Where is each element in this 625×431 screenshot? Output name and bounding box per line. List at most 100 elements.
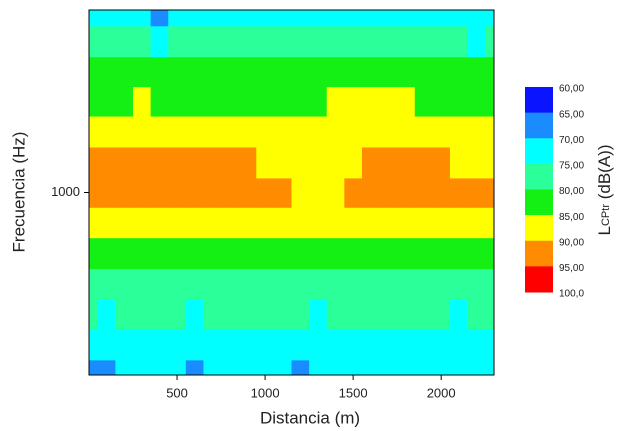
colorbar-label: 90,00 [559,237,584,248]
contour-cell [168,328,187,361]
contour-cell [432,86,451,117]
contour-cell [397,56,416,88]
contour-cell [449,25,469,58]
contour-cell [344,207,363,239]
contour-cell [185,177,205,208]
contour-cell [361,207,381,239]
colorbar-title-sub: CPtr [600,204,612,226]
contour-cell [203,328,222,361]
contour-cell [89,86,99,117]
contour-cell [414,359,433,375]
contour-cell [414,268,433,300]
contour-cell [414,25,433,58]
contour-cell [449,328,469,361]
contour-area [89,10,494,375]
contour-cell [97,328,117,361]
colorbar-swatch [525,240,553,267]
contour-cell [449,10,469,27]
contour-cell [221,56,240,88]
contour-cell [414,328,433,361]
contour-cell [97,177,117,208]
contour-cell [291,359,310,375]
contour-cell [326,207,345,239]
contour-cell [185,10,205,27]
contour-cell [379,115,398,148]
contour-cell [203,25,222,58]
contour-cell [379,86,398,117]
contour-cell [432,298,451,330]
contour-cell [361,177,381,208]
contour-cell [168,207,187,239]
contour-cell [115,237,134,270]
contour-cell [97,298,117,330]
contour-cell [185,146,205,179]
contour-cell [97,359,117,375]
contour-cell [168,10,187,27]
contour-cell [449,56,469,88]
colorbar-label: 80,00 [559,186,584,197]
contour-cell [273,10,293,27]
contour-cell [115,298,134,330]
contour-cell [291,56,310,88]
contour-cell [133,86,152,117]
contour-cell [89,359,99,375]
contour-cell [256,177,275,208]
contour-cell [89,328,99,361]
contour-cell [397,237,416,270]
contour-cell [221,359,240,375]
contour-cell [185,25,205,58]
contour-cell [361,25,381,58]
colorbar-label: 95,00 [559,263,584,274]
contour-cell [115,177,134,208]
contour-cell [133,237,152,270]
contour-cell [291,237,310,270]
contour-cell [238,177,257,208]
contour-cell [361,237,381,270]
contour-cell [361,298,381,330]
contour-cell [397,10,416,27]
contour-cell [361,10,381,27]
contour-cell [89,56,99,88]
contour-cell [203,359,222,375]
contour-cell [309,207,328,239]
contour-cell [221,207,240,239]
contour-cell [97,268,117,300]
contour-cell [150,328,169,361]
contour-cell [467,115,486,148]
contour-cell [326,10,345,27]
contour-cell [89,298,99,330]
contour-cell [115,328,134,361]
contour-cell [133,268,152,300]
contour-cell [344,237,363,270]
contour-cell [221,237,240,270]
contour-cell [185,298,205,330]
contour-cell [238,207,257,239]
contour-cell [414,115,433,148]
contour-cell [185,86,205,117]
contour-cell [397,298,416,330]
colorbar-title-rest: (dB(A)) [595,145,614,205]
contour-cell [221,177,240,208]
contour-cell [273,298,293,330]
contour-cell [256,56,275,88]
contour-cell [133,10,152,27]
contour-cell [432,146,451,179]
contour-cell [449,177,469,208]
contour-cell [238,56,257,88]
contour-cell [467,207,486,239]
contour-cell [309,359,328,375]
contour-cell [326,328,345,361]
contour-cell [133,177,152,208]
contour-cell [203,237,222,270]
contour-cell [256,328,275,361]
contour-cell [432,10,451,27]
contour-cell [361,146,381,179]
contour-cell [449,207,469,239]
contour-cell [133,207,152,239]
contour-cell [256,86,275,117]
contour-cell [432,207,451,239]
contour-cell [221,298,240,330]
contour-cell [414,177,433,208]
contour-cell [97,146,117,179]
contour-cell [203,177,222,208]
